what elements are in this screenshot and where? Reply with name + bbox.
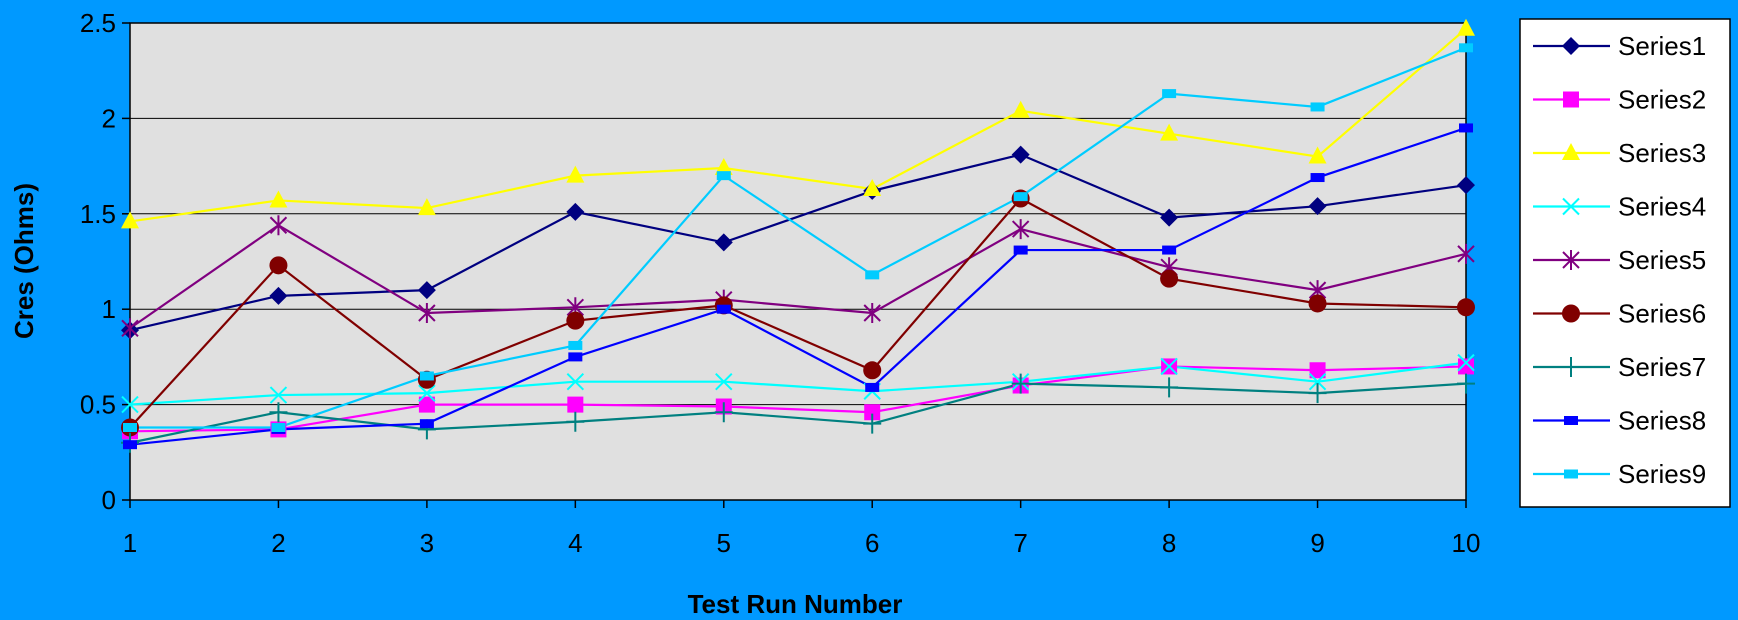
legend-label: Series6 (1618, 299, 1706, 329)
series6-point (1457, 298, 1475, 316)
legend-label: Series7 (1618, 352, 1706, 382)
x-tick-label: 3 (420, 528, 434, 558)
x-tick-label: 10 (1452, 528, 1481, 558)
legend-label: Series2 (1618, 85, 1706, 115)
legend-label: Series3 (1618, 138, 1706, 168)
x-axis-title: Test Run Number (688, 589, 903, 619)
series8-point (123, 440, 137, 449)
series6-point (566, 312, 584, 330)
legend-marker (1564, 470, 1578, 479)
series8-point (1459, 123, 1473, 132)
x-tick-label: 6 (865, 528, 879, 558)
series9-point (1311, 102, 1325, 111)
series9-point (717, 171, 731, 180)
series8-point (1014, 246, 1028, 255)
series6-point (1160, 270, 1178, 288)
series2-point (567, 397, 583, 413)
series9-point (1162, 89, 1176, 98)
series6-point (269, 256, 287, 274)
y-tick-label: 2.5 (80, 8, 116, 38)
legend: Series1 Series2 Series3 Series4 Series5 Serie… (1533, 31, 1706, 489)
x-tick-label: 5 (717, 528, 731, 558)
series9-point (420, 371, 434, 380)
y-tick-label: 1 (102, 294, 116, 324)
series9-point (1014, 192, 1028, 201)
series9-point (271, 423, 285, 432)
y-tick-label: 2 (102, 103, 116, 133)
y-tick-label: 0.5 (80, 390, 116, 420)
x-tick-label: 2 (271, 528, 285, 558)
x-tick-label: 9 (1310, 528, 1324, 558)
series9-point (568, 341, 582, 350)
legend-label: Series5 (1618, 245, 1706, 275)
legend-label: Series1 (1618, 31, 1706, 61)
x-tick-label: 8 (1162, 528, 1176, 558)
series8-point (568, 352, 582, 361)
series9-point (865, 270, 879, 279)
series6-point (863, 361, 881, 379)
series8-point (865, 383, 879, 392)
y-tick-label: 1.5 (80, 199, 116, 229)
series8-point (717, 305, 731, 314)
legend-marker (1563, 92, 1579, 108)
legend-marker (1564, 416, 1578, 425)
series8-point (1311, 173, 1325, 182)
series6-point (1309, 294, 1327, 312)
legend-label: Series8 (1618, 406, 1706, 436)
legend-marker (1562, 305, 1580, 323)
series8-point (1162, 246, 1176, 255)
series8-point (420, 419, 434, 428)
legend-label: Series4 (1618, 192, 1706, 222)
y-tick-label: 0 (102, 485, 116, 515)
x-tick-label: 1 (123, 528, 137, 558)
x-tick-label: 7 (1013, 528, 1027, 558)
x-tick-label: 4 (568, 528, 582, 558)
y-axis-title: Cres (Ohms) (9, 183, 39, 339)
series2-point (1458, 358, 1474, 374)
legend-label: Series9 (1618, 459, 1706, 489)
series9-point (1459, 43, 1473, 52)
series9-point (123, 423, 137, 432)
